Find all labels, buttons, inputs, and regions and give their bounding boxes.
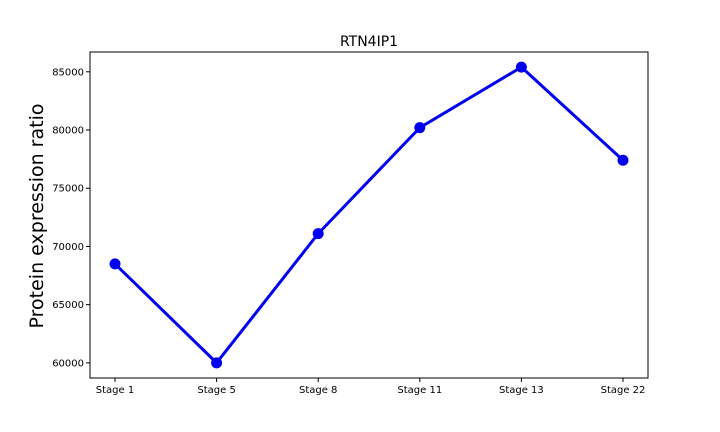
x-tick-label: Stage 1 [96, 385, 134, 396]
y-tick-label: 75000 [52, 184, 84, 195]
x-tick-label: Stage 13 [499, 385, 544, 396]
y-axis-label: Protein expression ratio [26, 104, 48, 329]
plot-content [109, 61, 629, 369]
y-tick-label: 85000 [52, 67, 84, 78]
y-tick-label: 65000 [52, 300, 84, 311]
data-point [211, 357, 223, 369]
series-line [113, 65, 625, 365]
x-tick-label: Stage 11 [397, 385, 442, 396]
data-point [617, 154, 629, 166]
data-point [515, 61, 527, 73]
x-axis: Stage 1 Stage 5 Stage 8 Stage 11 Stage 13 Sta… [96, 378, 646, 396]
plot-frame [89, 51, 649, 379]
y-axis: 60000 65000 70000 75000 80000 85000 [52, 67, 90, 369]
data-point [109, 258, 121, 270]
data-point [414, 122, 426, 134]
y-tick-label: 70000 [52, 242, 84, 253]
x-tick-label: Stage 8 [299, 385, 337, 396]
y-tick-label: 60000 [52, 358, 84, 369]
x-tick-label: Stage 5 [197, 385, 235, 396]
x-tick-label: Stage 22 [601, 385, 646, 396]
y-tick-label: 80000 [52, 126, 84, 137]
data-point [312, 228, 324, 240]
chart-title: RTN4IP1 [340, 34, 398, 50]
